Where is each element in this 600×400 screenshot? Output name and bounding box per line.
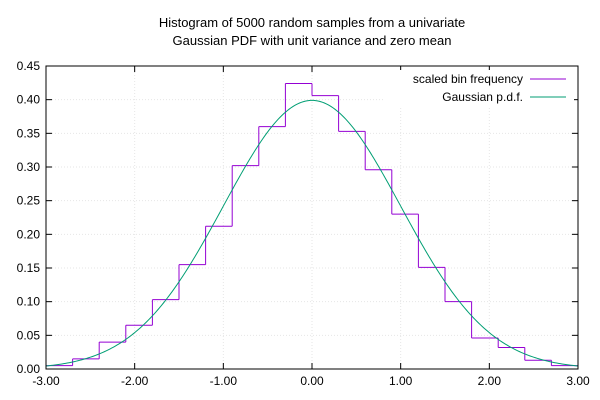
x-tick-label: 3.00 — [566, 374, 590, 388]
x-tick-label: -3.00 — [32, 374, 60, 388]
y-tick-label: 0.35 — [17, 126, 41, 140]
legend: scaled bin frequency Gaussian p.d.f. — [384, 70, 574, 108]
y-tick-label: 0.10 — [17, 295, 41, 309]
y-tick-label: 0.45 — [17, 59, 41, 73]
y-tick-label: 0.40 — [17, 93, 41, 107]
legend-background — [384, 70, 574, 108]
x-tick-label: -2.00 — [121, 374, 149, 388]
x-tick-label: 0.00 — [300, 374, 324, 388]
x-tick-label: -1.00 — [210, 374, 238, 388]
x-tick-label: 1.00 — [389, 374, 413, 388]
chart-title-line-2: Gaussian PDF with unit variance and zero… — [173, 33, 452, 48]
grid — [46, 66, 578, 369]
legend-label-gaussian: Gaussian p.d.f. — [442, 90, 523, 104]
y-tick-label: 0.00 — [17, 362, 41, 376]
axis-ticks: -3.00 -2.00 -1.00 0.00 1.00 2.00 3.00 0.00 0.05 0… — [17, 59, 590, 388]
gaussian-pdf-curve — [45, 99, 579, 367]
y-tick-label: 0.30 — [17, 160, 41, 174]
y-tick-label: 0.15 — [17, 261, 41, 275]
y-tick-label: 0.20 — [17, 227, 41, 241]
x-tick-label: 2.00 — [478, 374, 502, 388]
legend-label-histogram: scaled bin frequency — [413, 72, 523, 86]
y-tick-label: 0.25 — [17, 194, 41, 208]
y-tick-label: 0.05 — [17, 328, 41, 342]
chart-title-line-1: Histogram of 5000 random samples from a … — [159, 15, 465, 30]
plot-series — [45, 83, 579, 367]
